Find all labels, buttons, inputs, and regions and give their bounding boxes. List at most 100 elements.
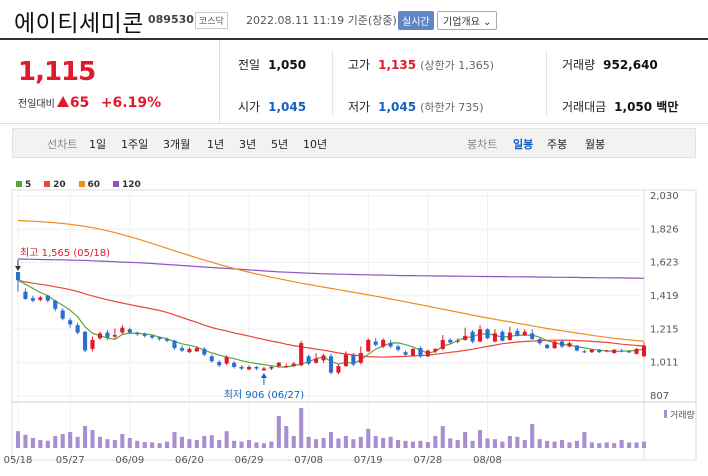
candle: [485, 328, 490, 340]
volume-bar: [574, 440, 579, 448]
ma120-line: [17, 258, 645, 279]
volume-bar: [187, 439, 192, 448]
candle: [90, 336, 95, 352]
tab-line-1y[interactable]: 1년: [207, 138, 225, 151]
candle-body: [261, 368, 266, 371]
ma60-line: [17, 219, 645, 342]
volume-bar: [433, 436, 438, 448]
y-tick-label: 1,011: [650, 358, 679, 369]
tab-line-1w[interactable]: 1주일: [121, 138, 149, 151]
candle: [567, 341, 572, 348]
candle: [261, 366, 266, 371]
candle-body: [574, 345, 579, 351]
candle: [336, 364, 341, 375]
candle: [537, 338, 542, 345]
tab-line-3m[interactable]: 3개월: [163, 138, 191, 151]
tab-line-3y[interactable]: 3년: [239, 138, 257, 151]
candle: [418, 346, 423, 358]
candle: [507, 326, 512, 341]
volume-bar: [597, 443, 602, 448]
candle-body: [336, 366, 341, 373]
volume-bar: [83, 426, 88, 448]
volume-bar: [366, 428, 371, 448]
candle: [202, 347, 207, 357]
candle-body: [179, 348, 185, 351]
company-info-button[interactable]: 기업개요 ⌄: [437, 11, 498, 30]
candle-body: [23, 291, 28, 300]
candle: [455, 338, 460, 344]
tab-line-10y[interactable]: 10년: [303, 138, 328, 151]
candle: [388, 339, 393, 349]
volume-bar: [164, 441, 170, 448]
volume-bar: [470, 440, 475, 448]
volume-bar: [455, 440, 460, 448]
volume-bar: [403, 440, 408, 448]
candle: [105, 330, 110, 340]
legend-ma20: 20: [44, 180, 66, 190]
candle: [60, 308, 65, 321]
tab-candle-weekly[interactable]: 주봉: [547, 138, 568, 151]
prev-close-label: 전일: [238, 58, 261, 72]
change-percent: +6.19%: [100, 95, 162, 111]
candle: [291, 361, 296, 367]
trade-value-label: 거래대금: [562, 100, 607, 114]
volume-label: 거래량: [562, 58, 596, 72]
candle-chart-label: 봉차트: [467, 138, 498, 151]
candle: [179, 345, 185, 353]
volume-bar: [530, 424, 535, 448]
candle: [224, 355, 229, 366]
tab-line-5y[interactable]: 5년: [271, 138, 289, 151]
candle-body: [217, 361, 222, 366]
candle: [306, 354, 311, 366]
volume-bar: [515, 436, 520, 448]
candle-body: [500, 331, 505, 341]
candle: [75, 322, 80, 335]
tab-candle-daily[interactable]: 일봉: [513, 138, 534, 151]
candle-body: [470, 331, 475, 342]
candle-body: [68, 320, 73, 325]
candle-body: [589, 349, 594, 353]
candle-body: [120, 327, 125, 333]
candle: [239, 365, 244, 371]
candle-body: [627, 351, 632, 353]
volume-bar: [15, 431, 21, 448]
candle-body: [232, 362, 237, 367]
ma20-line: [17, 279, 645, 358]
prev-close-cell: 전일 1,050: [238, 56, 306, 73]
candle: [135, 331, 140, 336]
x-tick-label: 08/08: [473, 455, 502, 466]
high-value: 1,135: [378, 58, 417, 72]
company-info-label: 기업개요: [443, 17, 480, 28]
tab-line-1d[interactable]: 1일: [89, 138, 107, 151]
current-price: 1,115: [18, 57, 96, 87]
volume-cell: 거래량 952,640: [562, 56, 658, 73]
candle-body: [127, 329, 132, 333]
candle: [448, 338, 453, 344]
candle-body: [507, 332, 512, 340]
volume-bar: [485, 438, 490, 448]
volume-bar: [314, 439, 319, 448]
chart-period-tabs: 선차트 1일 1주일 3개월 1년 3년 5년 10년 봉차트 일봉 주봉 월봉: [12, 128, 696, 158]
candle-body: [410, 348, 416, 356]
realtime-button[interactable]: 실시간: [398, 11, 434, 30]
candle: [194, 346, 199, 353]
change-amount: 65: [69, 95, 90, 111]
candle-body: [552, 341, 557, 349]
candle-body: [83, 331, 88, 351]
volume-bar: [127, 438, 132, 448]
volume-bar: [641, 441, 647, 448]
tab-candle-monthly[interactable]: 월봉: [585, 138, 606, 151]
volume-bar: [358, 436, 363, 448]
volume-bar: [38, 440, 43, 448]
candle-body: [582, 351, 587, 353]
volume-bar: [537, 439, 542, 448]
candle: [45, 294, 50, 303]
candle: [492, 329, 498, 343]
candle: [142, 332, 147, 338]
candle-body: [239, 366, 244, 369]
y-tick-label: 2,030: [650, 191, 679, 202]
quote-datetime: 2022.08.11 11:19 기준(장중): [246, 14, 397, 27]
y-tick-label: 807: [650, 391, 669, 402]
upper-limit: (상한가 1,365): [420, 59, 494, 72]
